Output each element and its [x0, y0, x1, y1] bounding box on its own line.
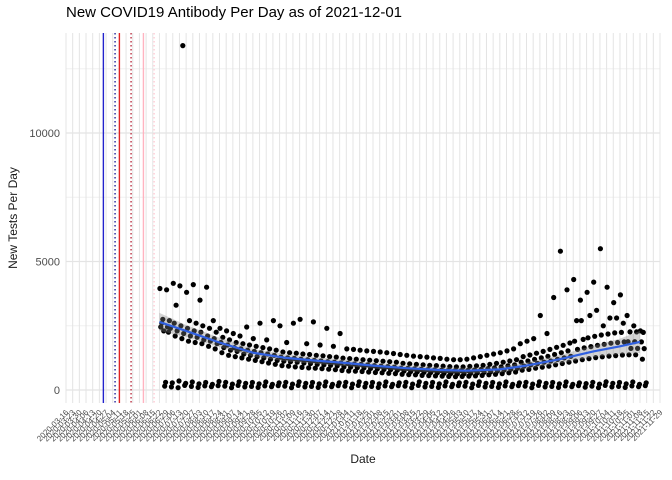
- y-tick-labels: 0 5000 10000: [29, 128, 60, 397]
- x-tick-labels: 2020-03-162020-03-232020-03-302020-04-06…: [35, 408, 665, 444]
- svg-text:10000: 10000: [29, 128, 60, 140]
- y-axis-title: New Tests Per Day: [6, 167, 20, 269]
- svg-text:0: 0: [54, 385, 60, 397]
- svg-text:5000: 5000: [36, 257, 60, 269]
- horizontal-gridlines: [66, 68, 660, 391]
- smooth-ribbon: [159, 312, 640, 374]
- scatter-points: [157, 43, 649, 391]
- vertical-gridlines: [65, 33, 661, 403]
- x-axis-title: Date: [350, 452, 376, 466]
- chart-title: New COVID19 Antibody Per Day as of 2021-…: [66, 4, 403, 21]
- smooth-line: [159, 320, 641, 372]
- event-vlines: [102, 33, 155, 403]
